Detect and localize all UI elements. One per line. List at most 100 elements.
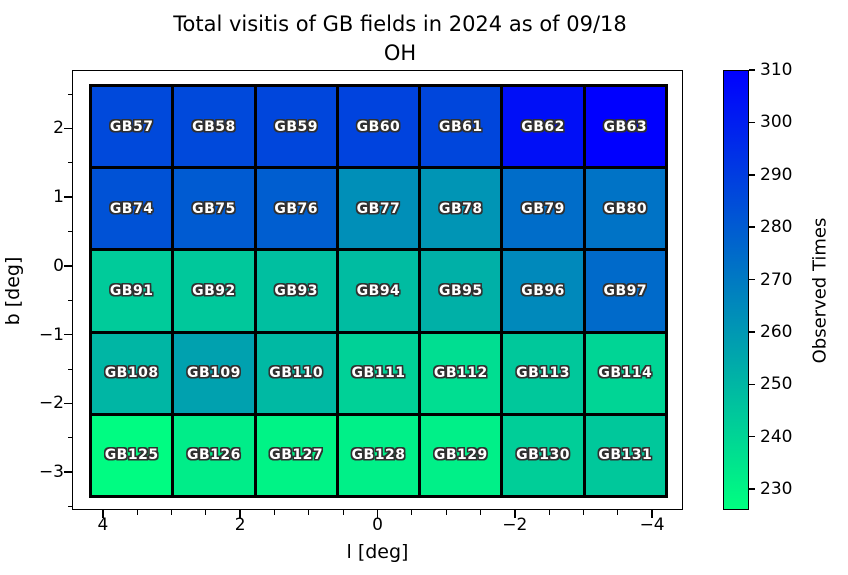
cell-label: GB79: [521, 200, 565, 217]
y-minor-tick: [67, 162, 72, 164]
heatmap-cell-GB59: GB59: [256, 87, 336, 167]
cell-label: GB61: [438, 118, 483, 135]
y-tick-label: −1: [38, 324, 64, 345]
colorbar-tick-label: 260: [760, 321, 793, 342]
colorbar-tick: [749, 174, 755, 176]
heatmap-cell-GB131: GB131: [585, 415, 665, 495]
x-minor-tick: [308, 510, 310, 515]
heatmap-grid: GB57 GB58 GB59 GB60 GB61 GB62 GB63 GB74 GB75 GB76…: [89, 84, 668, 498]
cell-label: GB75: [192, 200, 236, 217]
heatmap-cell-GB95: GB95: [421, 251, 501, 331]
y-major-tick: [64, 402, 72, 405]
y-major-tick: [64, 196, 72, 198]
heatmap-cell-GB60: GB60: [338, 87, 419, 167]
heatmap-cell-GB74: GB74: [92, 169, 172, 249]
cell-label: GB60: [356, 118, 401, 135]
x-tick-label: 4: [97, 515, 109, 535]
cell-label: GB95: [438, 282, 483, 299]
x-tick-label: −2: [502, 515, 528, 535]
y-tick-label: 0: [53, 255, 64, 276]
heatmap-cell-GB91: GB91: [92, 251, 172, 331]
y-tick-label: 1: [53, 187, 64, 208]
cell-label: GB74: [109, 200, 154, 217]
x-minor-tick: [445, 510, 447, 515]
cell-label: GB63: [603, 118, 648, 135]
cell-label: GB128: [351, 447, 406, 464]
cell-label: GB126: [186, 447, 241, 464]
colorbar-tick: [749, 69, 755, 71]
x-axis-label: l [deg]: [346, 541, 409, 563]
chart-title-line1: Total visitis of GB fields in 2024 as of…: [173, 12, 627, 36]
cell-label: GB57: [109, 118, 154, 135]
heatmap-cell-GB79: GB79: [503, 169, 583, 249]
cell-label: GB94: [356, 282, 401, 299]
y-major-tick: [64, 471, 72, 473]
y-major-tick: [64, 127, 72, 130]
heatmap-cell-GB112: GB112: [421, 333, 501, 413]
x-minor-tick: [171, 510, 173, 515]
x-minor-tick: [548, 510, 550, 515]
heatmap-cell-GB111: GB111: [338, 333, 419, 413]
heatmap-cell-GB114: GB114: [585, 333, 665, 413]
heatmap-cell-GB62: GB62: [503, 87, 583, 167]
y-tick-label: −3: [38, 462, 64, 483]
cell-label: GB125: [104, 447, 159, 464]
x-major-tick: [651, 510, 653, 518]
cell-label: GB131: [598, 447, 653, 464]
y-minor-tick: [67, 437, 72, 439]
cell-label: GB112: [433, 365, 488, 382]
cell-label: GB113: [516, 365, 570, 382]
chart-title-line2: OH: [383, 41, 417, 65]
chart-title: Total visitis of GB fields in 2024 as of…: [0, 10, 800, 68]
heatmap-cell-GB58: GB58: [174, 87, 254, 167]
x-minor-tick: [205, 510, 207, 515]
cell-label: GB109: [186, 365, 241, 382]
cell-label: GB108: [104, 365, 159, 382]
heatmap-cell-GB57: GB57: [92, 87, 172, 167]
cell-label: GB77: [356, 200, 401, 217]
heatmap-cell-GB127: GB127: [256, 415, 336, 495]
cell-label: GB114: [598, 365, 653, 382]
cell-label: GB80: [603, 200, 648, 217]
cell-label: GB96: [521, 282, 565, 299]
y-minor-tick: [67, 93, 72, 95]
x-major-tick: [239, 510, 241, 518]
heatmap-cell-GB76: GB76: [256, 169, 336, 249]
colorbar-tick-label: 280: [760, 217, 793, 238]
heatmap-cell-GB93: GB93: [256, 251, 336, 331]
colorbar-tick: [749, 488, 755, 490]
colorbar-tick-label: 250: [760, 374, 793, 395]
cell-label: GB76: [274, 200, 319, 217]
heatmap-cell-GB125: GB125: [92, 415, 172, 495]
heatmap-cell-GB97: GB97: [585, 251, 665, 331]
cell-label: GB59: [274, 118, 319, 135]
colorbar-tick: [749, 121, 755, 124]
cell-label: GB130: [516, 447, 570, 464]
heatmap-cell-GB110: GB110: [256, 333, 336, 413]
cell-label: GB129: [433, 447, 488, 464]
colorbar: [723, 70, 749, 510]
y-minor-tick: [67, 368, 72, 370]
heatmap-cell-GB80: GB80: [585, 169, 665, 249]
cell-label: GB92: [192, 282, 236, 299]
y-minor-tick: [67, 231, 72, 233]
colorbar-tick: [749, 226, 755, 228]
x-minor-tick: [617, 510, 619, 515]
heatmap-cell-GB108: GB108: [92, 333, 172, 413]
x-minor-tick: [136, 510, 138, 515]
heatmap-cell-GB75: GB75: [174, 169, 254, 249]
x-minor-tick: [274, 510, 276, 515]
colorbar-tick-label: 240: [760, 426, 793, 447]
cell-label: GB91: [109, 282, 154, 299]
heatmap-cell-GB61: GB61: [421, 87, 501, 167]
colorbar-tick-label: 310: [760, 60, 793, 80]
cell-label: GB127: [269, 447, 324, 464]
heatmap-cell-GB128: GB128: [338, 415, 419, 495]
x-tick-label: −4: [639, 515, 665, 535]
heatmap-cell-GB96: GB96: [503, 251, 583, 331]
colorbar-tick-label: 230: [760, 479, 793, 500]
colorbar-label: Observed Times: [809, 217, 831, 364]
heatmap-cell-GB129: GB129: [421, 415, 501, 495]
colorbar-tick: [749, 383, 755, 386]
